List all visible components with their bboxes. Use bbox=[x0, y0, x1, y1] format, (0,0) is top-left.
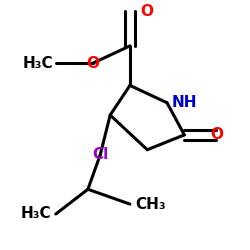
Text: O: O bbox=[210, 128, 223, 142]
Text: Cl: Cl bbox=[92, 147, 108, 162]
Text: O: O bbox=[140, 4, 153, 19]
Text: CH₃: CH₃ bbox=[135, 196, 166, 212]
Text: H₃C: H₃C bbox=[23, 56, 53, 71]
Text: NH: NH bbox=[172, 95, 198, 110]
Text: H₃C: H₃C bbox=[20, 206, 51, 222]
Text: O: O bbox=[86, 56, 99, 71]
